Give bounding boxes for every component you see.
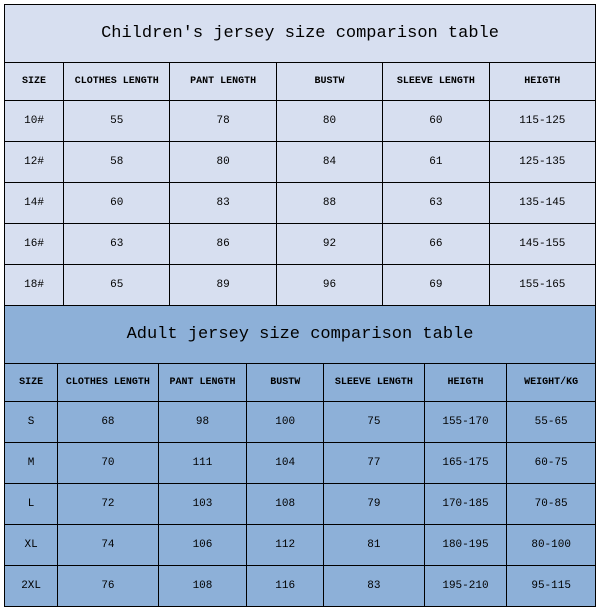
cell-value: 170-185 <box>424 484 507 525</box>
cell-value: 96 <box>276 265 382 306</box>
cell-value: 66 <box>383 224 489 265</box>
cell-value: 195-210 <box>424 566 507 607</box>
cell-value: 155-170 <box>424 402 507 443</box>
col-header-height: HEIGTH <box>424 364 507 402</box>
cell-value: 83 <box>324 566 424 607</box>
cell-value: 77 <box>324 443 424 484</box>
cell-value: 83 <box>170 183 276 224</box>
col-header-clothes-length: CLOTHES LENGTH <box>58 364 158 402</box>
cell-value: 60-75 <box>507 443 596 484</box>
cell-value: 70 <box>58 443 158 484</box>
cell-value: 75 <box>324 402 424 443</box>
col-header-sleeve-length: SLEEVE LENGTH <box>324 364 424 402</box>
cell-size: M <box>5 443 58 484</box>
table-row: 10# 55 78 80 60 115-125 <box>5 101 596 142</box>
cell-value: 78 <box>170 101 276 142</box>
cell-value: 165-175 <box>424 443 507 484</box>
cell-value: 74 <box>58 525 158 566</box>
cell-value: 60 <box>383 101 489 142</box>
cell-value: 100 <box>247 402 324 443</box>
cell-value: 81 <box>324 525 424 566</box>
cell-value: 69 <box>383 265 489 306</box>
adult-title-row: Adult jersey size comparison table <box>5 306 596 364</box>
col-header-clothes-length: CLOTHES LENGTH <box>64 63 170 101</box>
cell-value: 76 <box>58 566 158 607</box>
cell-value: 63 <box>64 224 170 265</box>
cell-value: 108 <box>247 484 324 525</box>
table-row: 18# 65 89 96 69 155-165 <box>5 265 596 306</box>
table-row: M 70 111 104 77 165-175 60-75 <box>5 443 596 484</box>
children-title-row: Children's jersey size comparison table <box>5 5 596 63</box>
col-header-pant-length: PANT LENGTH <box>158 364 247 402</box>
cell-value: 88 <box>276 183 382 224</box>
cell-size: 16# <box>5 224 64 265</box>
cell-value: 80 <box>276 101 382 142</box>
cell-value: 79 <box>324 484 424 525</box>
cell-value: 180-195 <box>424 525 507 566</box>
col-header-bustw: BUSTW <box>247 364 324 402</box>
cell-value: 106 <box>158 525 247 566</box>
cell-value: 145-155 <box>489 224 595 265</box>
col-header-bustw: BUSTW <box>276 63 382 101</box>
cell-value: 80-100 <box>507 525 596 566</box>
cell-size: S <box>5 402 58 443</box>
cell-size: 18# <box>5 265 64 306</box>
cell-value: 116 <box>247 566 324 607</box>
cell-value: 125-135 <box>489 142 595 183</box>
cell-value: 95-115 <box>507 566 596 607</box>
cell-value: 92 <box>276 224 382 265</box>
size-tables-container: Children's jersey size comparison table … <box>0 0 600 600</box>
cell-value: 108 <box>158 566 247 607</box>
adult-table-title: Adult jersey size comparison table <box>5 306 596 364</box>
cell-value: 135-145 <box>489 183 595 224</box>
cell-value: 104 <box>247 443 324 484</box>
col-header-size: SIZE <box>5 63 64 101</box>
cell-value: 89 <box>170 265 276 306</box>
table-row: S 68 98 100 75 155-170 55-65 <box>5 402 596 443</box>
children-table-title: Children's jersey size comparison table <box>5 5 596 63</box>
table-row: 2XL 76 108 116 83 195-210 95-115 <box>5 566 596 607</box>
table-row: 12# 58 80 84 61 125-135 <box>5 142 596 183</box>
cell-value: 115-125 <box>489 101 595 142</box>
cell-size: XL <box>5 525 58 566</box>
cell-value: 86 <box>170 224 276 265</box>
table-row: L 72 103 108 79 170-185 70-85 <box>5 484 596 525</box>
cell-value: 55 <box>64 101 170 142</box>
col-header-height: HEIGTH <box>489 63 595 101</box>
cell-value: 80 <box>170 142 276 183</box>
cell-size: 10# <box>5 101 64 142</box>
cell-value: 60 <box>64 183 170 224</box>
cell-value: 84 <box>276 142 382 183</box>
table-row: XL 74 106 112 81 180-195 80-100 <box>5 525 596 566</box>
cell-size: 14# <box>5 183 64 224</box>
table-row: 16# 63 86 92 66 145-155 <box>5 224 596 265</box>
cell-value: 111 <box>158 443 247 484</box>
cell-value: 98 <box>158 402 247 443</box>
adult-size-table: Adult jersey size comparison table SIZE … <box>4 305 596 607</box>
cell-value: 70-85 <box>507 484 596 525</box>
cell-value: 103 <box>158 484 247 525</box>
cell-size: L <box>5 484 58 525</box>
cell-value: 58 <box>64 142 170 183</box>
cell-value: 61 <box>383 142 489 183</box>
table-row: 14# 60 83 88 63 135-145 <box>5 183 596 224</box>
col-header-size: SIZE <box>5 364 58 402</box>
cell-value: 112 <box>247 525 324 566</box>
adult-header-row: SIZE CLOTHES LENGTH PANT LENGTH BUSTW SL… <box>5 364 596 402</box>
cell-value: 63 <box>383 183 489 224</box>
cell-value: 55-65 <box>507 402 596 443</box>
children-header-row: SIZE CLOTHES LENGTH PANT LENGTH BUSTW SL… <box>5 63 596 101</box>
cell-value: 72 <box>58 484 158 525</box>
cell-size: 2XL <box>5 566 58 607</box>
cell-value: 68 <box>58 402 158 443</box>
col-header-sleeve-length: SLEEVE LENGTH <box>383 63 489 101</box>
col-header-weight: WEIGHT/KG <box>507 364 596 402</box>
cell-size: 12# <box>5 142 64 183</box>
col-header-pant-length: PANT LENGTH <box>170 63 276 101</box>
cell-value: 155-165 <box>489 265 595 306</box>
cell-value: 65 <box>64 265 170 306</box>
children-size-table: Children's jersey size comparison table … <box>4 4 596 306</box>
